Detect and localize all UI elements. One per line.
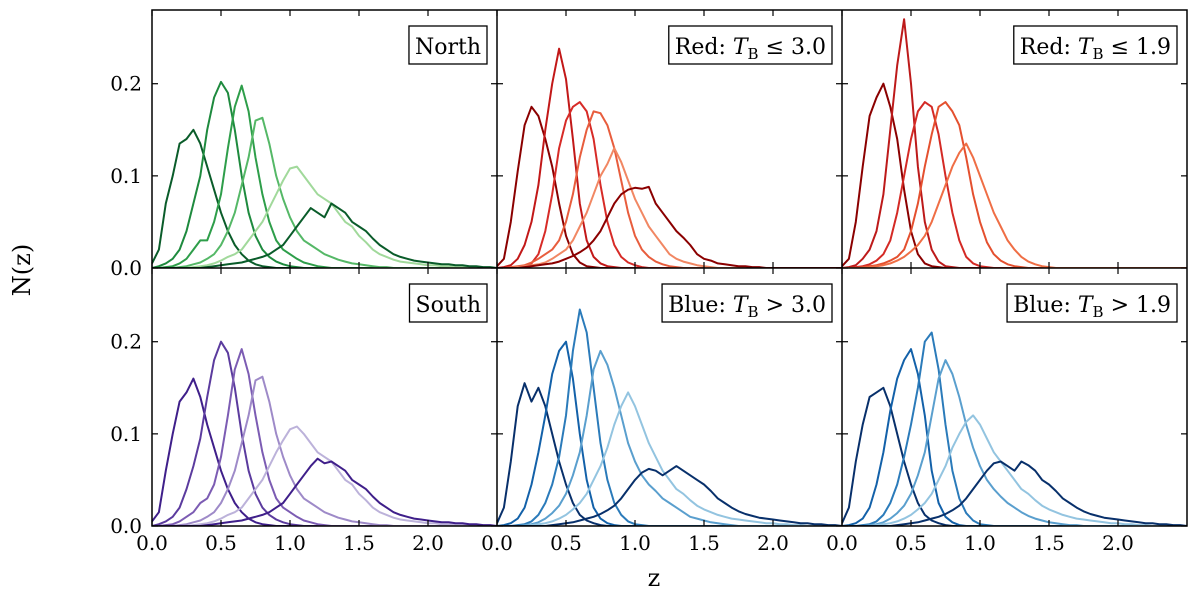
x-tick-label: 0.5 xyxy=(205,531,237,555)
series-line-2-4 xyxy=(497,110,842,268)
series-line-5-3 xyxy=(497,308,842,526)
y-axis-title: N(z) xyxy=(8,244,36,296)
series-line-4-5 xyxy=(152,425,497,526)
panel-3: Red: TB ≤ 1.9 xyxy=(842,18,1187,268)
panel-series-group xyxy=(842,18,1187,268)
series-line-6-3 xyxy=(842,331,1187,526)
panel-label-box: Red: TB ≤ 3.0 xyxy=(668,25,833,65)
series-line-4-6 xyxy=(152,457,497,526)
panel-label: Blue: TB > 3.0 xyxy=(668,293,826,321)
x-tick-label: 1.0 xyxy=(964,531,996,555)
series-line-2-1 xyxy=(497,105,842,268)
panel-label: North xyxy=(415,35,481,60)
x-axis-title: z xyxy=(648,564,661,592)
panel-1: 0.0 0.1 0.2 North xyxy=(110,25,497,280)
panel-label-frame xyxy=(408,283,488,323)
x-tick-label: 0.0 xyxy=(481,531,513,555)
panel-4: 0.0 0.1 0.2 0.0 0.5 1.0 1.5 2.0 South xyxy=(110,283,497,555)
ticks-group xyxy=(151,10,1187,527)
series-line-1-1 xyxy=(152,128,497,268)
panel-series-group xyxy=(152,80,497,268)
series-line-6-1 xyxy=(842,386,1187,526)
series-line-6-4 xyxy=(842,359,1187,526)
x-tick-label: 1.5 xyxy=(1033,531,1065,555)
series-line-5-6 xyxy=(497,465,842,526)
panel-label-frame xyxy=(1013,25,1178,65)
series-line-4-2 xyxy=(152,340,497,526)
series-line-3-4 xyxy=(842,101,1187,268)
series-line-6-5 xyxy=(842,414,1187,526)
panel-label: Blue: TB > 1.9 xyxy=(1013,293,1171,321)
y-tick-label: 0.2 xyxy=(110,72,142,96)
x-tick-label: 0.5 xyxy=(895,531,927,555)
panels-group: 0.0 0.1 0.2 North Red: TB ≤ 3.0 Red: TB ≤ 1.9… xyxy=(110,18,1187,555)
series-line-5-5 xyxy=(497,391,842,526)
x-tick-label: 0.5 xyxy=(550,531,582,555)
panel-label-box: South xyxy=(408,283,488,323)
y-tick-label: 0.1 xyxy=(110,164,142,188)
panel-label: South xyxy=(416,293,482,318)
series-line-2-6 xyxy=(497,185,842,268)
panel-label: Red: TB ≤ 3.0 xyxy=(675,35,826,63)
series-line-3-2 xyxy=(842,18,1187,268)
series-line-5-1 xyxy=(497,382,842,526)
panel-label-frame xyxy=(1006,283,1178,323)
panel-series-group xyxy=(497,47,842,268)
panel-5: 0.0 0.5 1.0 1.5 2.0 Blue: TB > 3.0 xyxy=(481,283,842,555)
x-tick-label: 1.5 xyxy=(688,531,720,555)
series-line-2-3 xyxy=(497,101,842,268)
series-line-1-6 xyxy=(152,202,497,268)
series-line-6-6 xyxy=(842,460,1187,526)
x-tick-label: 2.0 xyxy=(757,531,789,555)
series-line-3-3 xyxy=(842,101,1187,268)
series-line-4-4 xyxy=(152,375,497,526)
series-line-1-2 xyxy=(152,80,497,268)
x-tick-label: 1.5 xyxy=(343,531,375,555)
x-tick-label: 1.0 xyxy=(274,531,306,555)
x-tick-label: 0.0 xyxy=(826,531,858,555)
series-line-1-5 xyxy=(152,165,497,268)
series-line-3-5 xyxy=(842,142,1187,268)
panel-label-frame xyxy=(668,25,833,65)
y-tick-label: 0.1 xyxy=(110,422,142,446)
panel-label-frame xyxy=(408,25,488,65)
y-tick-label: 0.0 xyxy=(110,514,142,538)
series-line-3-1 xyxy=(842,82,1187,268)
panel-label-box: Blue: TB > 1.9 xyxy=(1006,283,1178,323)
series-line-4-1 xyxy=(152,377,497,526)
series-line-6-2 xyxy=(842,348,1187,526)
panel-series-group xyxy=(497,308,842,526)
x-tick-label: 1.0 xyxy=(619,531,651,555)
x-tick-label: 0.0 xyxy=(136,531,168,555)
panel-label-box: Red: TB ≤ 1.9 xyxy=(1013,25,1178,65)
series-line-2-5 xyxy=(497,147,842,268)
series-line-5-4 xyxy=(497,349,842,526)
panel-2: Red: TB ≤ 3.0 xyxy=(497,25,842,268)
panel-label-box: North xyxy=(408,25,488,65)
series-line-4-3 xyxy=(152,348,497,526)
axes-frame xyxy=(151,9,1188,527)
x-tick-label: 2.0 xyxy=(412,531,444,555)
panel-label: Red: TB ≤ 1.9 xyxy=(1020,35,1171,63)
panel-6: 0.0 0.5 1.0 1.5 2.0 Blue: TB > 1.9 xyxy=(826,283,1187,555)
panel-series-group xyxy=(152,340,497,526)
series-line-1-3 xyxy=(152,84,497,268)
panel-label-frame xyxy=(661,283,833,323)
series-line-5-2 xyxy=(497,340,842,526)
series-line-2-2 xyxy=(497,47,842,268)
y-tick-label: 0.0 xyxy=(110,256,142,280)
y-tick-label: 0.2 xyxy=(110,330,142,354)
panel-label-box: Blue: TB > 3.0 xyxy=(661,283,833,323)
x-tick-label: 2.0 xyxy=(1102,531,1134,555)
series-line-1-4 xyxy=(152,116,497,268)
panel-series-group xyxy=(842,331,1187,526)
